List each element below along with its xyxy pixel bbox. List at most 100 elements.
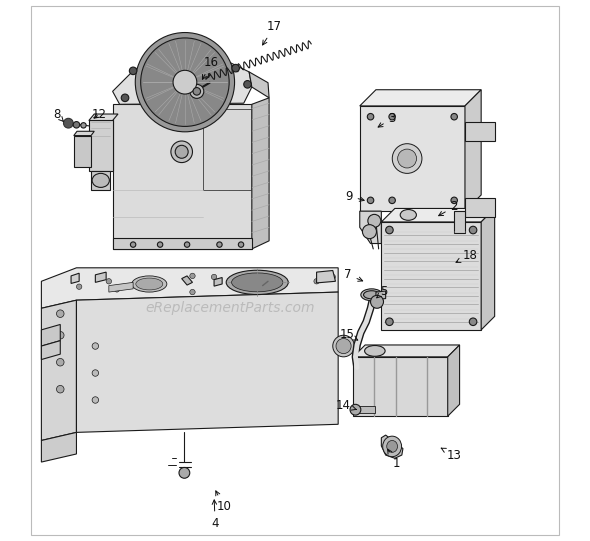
Ellipse shape [386, 440, 398, 452]
Ellipse shape [333, 335, 355, 357]
Polygon shape [355, 406, 375, 413]
Polygon shape [465, 90, 481, 211]
Polygon shape [252, 98, 269, 249]
Circle shape [217, 242, 222, 247]
Circle shape [92, 370, 99, 376]
Polygon shape [91, 170, 110, 189]
Polygon shape [360, 90, 481, 106]
Ellipse shape [336, 339, 351, 354]
Polygon shape [360, 211, 381, 243]
Polygon shape [109, 282, 133, 292]
Ellipse shape [383, 436, 402, 457]
Text: 17: 17 [263, 20, 282, 45]
Polygon shape [41, 325, 60, 346]
Circle shape [173, 70, 197, 94]
Ellipse shape [400, 209, 417, 220]
Circle shape [368, 114, 374, 120]
Polygon shape [204, 109, 251, 189]
Polygon shape [89, 114, 118, 121]
Polygon shape [71, 273, 79, 283]
Polygon shape [77, 292, 338, 432]
Ellipse shape [363, 291, 380, 299]
Polygon shape [41, 300, 77, 440]
Text: eReplacementParts.com: eReplacementParts.com [146, 301, 315, 315]
Polygon shape [249, 72, 269, 98]
Circle shape [106, 279, 112, 284]
Circle shape [73, 122, 80, 128]
Polygon shape [360, 106, 465, 211]
Polygon shape [214, 278, 222, 286]
Circle shape [57, 310, 64, 318]
Text: 5: 5 [377, 285, 388, 298]
Ellipse shape [361, 289, 382, 301]
Circle shape [92, 343, 99, 349]
Circle shape [371, 295, 384, 308]
Circle shape [368, 214, 381, 227]
Text: 3: 3 [378, 112, 396, 127]
Circle shape [451, 197, 457, 203]
Circle shape [368, 197, 374, 203]
Text: 8: 8 [53, 108, 63, 121]
Circle shape [57, 332, 64, 339]
Polygon shape [113, 238, 252, 249]
Circle shape [386, 318, 393, 326]
Text: 12: 12 [92, 108, 107, 121]
Ellipse shape [392, 144, 422, 173]
Circle shape [190, 273, 195, 279]
Circle shape [140, 38, 229, 127]
Text: 10: 10 [216, 491, 231, 513]
Ellipse shape [365, 346, 385, 357]
Polygon shape [182, 276, 192, 285]
Ellipse shape [136, 278, 163, 290]
Circle shape [314, 279, 319, 284]
Polygon shape [465, 122, 494, 141]
Ellipse shape [226, 270, 289, 294]
Polygon shape [317, 270, 336, 283]
Polygon shape [454, 211, 465, 233]
Polygon shape [89, 121, 113, 170]
Text: 18: 18 [456, 249, 478, 262]
Circle shape [81, 123, 86, 128]
Circle shape [389, 114, 395, 120]
Circle shape [451, 114, 457, 120]
Circle shape [232, 64, 240, 72]
Ellipse shape [92, 173, 109, 187]
Circle shape [244, 81, 251, 88]
Polygon shape [381, 435, 403, 458]
Text: 7: 7 [344, 268, 363, 281]
Circle shape [92, 397, 99, 403]
Circle shape [330, 274, 336, 280]
Circle shape [193, 88, 201, 95]
Circle shape [179, 467, 190, 478]
Text: 4: 4 [211, 500, 219, 530]
Ellipse shape [398, 149, 417, 168]
Polygon shape [74, 136, 91, 167]
Circle shape [129, 67, 137, 75]
Text: 16: 16 [202, 56, 219, 80]
Circle shape [185, 242, 190, 247]
Polygon shape [74, 131, 94, 136]
Circle shape [211, 274, 217, 280]
Polygon shape [481, 208, 494, 330]
Polygon shape [376, 291, 386, 300]
Circle shape [57, 359, 64, 366]
Circle shape [171, 141, 192, 163]
Polygon shape [113, 104, 252, 249]
Circle shape [77, 284, 82, 289]
Circle shape [469, 318, 477, 326]
Text: 9: 9 [345, 189, 364, 202]
Polygon shape [448, 345, 460, 416]
Circle shape [130, 242, 136, 247]
Circle shape [389, 197, 395, 203]
Circle shape [158, 242, 163, 247]
Circle shape [175, 146, 188, 159]
Text: 2: 2 [438, 200, 458, 216]
Circle shape [190, 84, 204, 98]
Circle shape [135, 32, 235, 132]
Circle shape [114, 287, 120, 292]
Ellipse shape [232, 273, 283, 292]
Text: 15: 15 [339, 328, 358, 341]
Polygon shape [41, 341, 60, 360]
Circle shape [469, 226, 477, 234]
Polygon shape [353, 357, 448, 416]
